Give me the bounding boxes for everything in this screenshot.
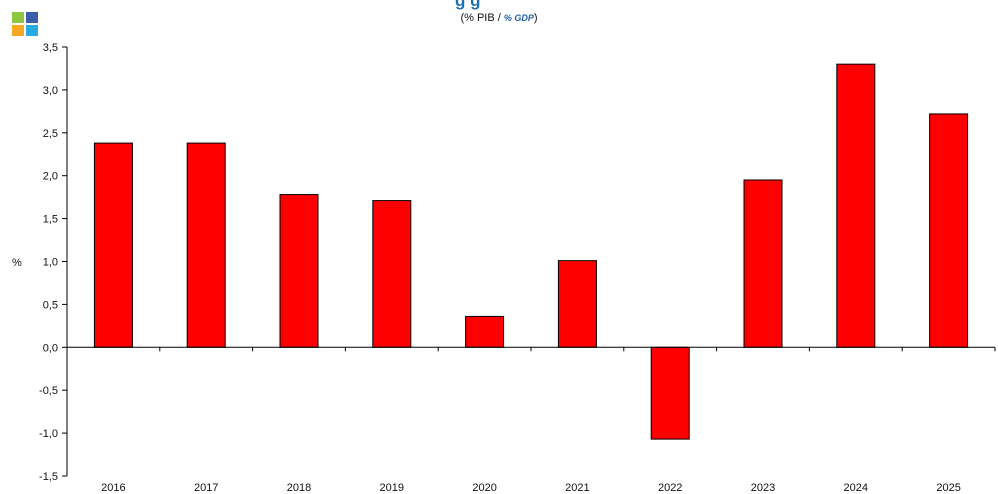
x-tick-label-2016: 2016 bbox=[101, 482, 125, 494]
bar-2022 bbox=[650, 346, 690, 440]
x-tick-label-2025: 2025 bbox=[936, 482, 960, 494]
x-tick-label-2020: 2020 bbox=[472, 482, 496, 494]
y-axis-label: % bbox=[12, 257, 22, 269]
x-tick-label-2019: 2019 bbox=[380, 482, 404, 494]
y-tick-label: 1,5 bbox=[43, 214, 58, 226]
bar-2019 bbox=[372, 200, 412, 348]
y-tick-label: 1,0 bbox=[43, 257, 58, 269]
y-tick-label: 2,5 bbox=[43, 128, 58, 140]
logo-square bbox=[12, 12, 24, 23]
logo-square bbox=[12, 25, 24, 36]
y-tick-label: 0,5 bbox=[43, 299, 58, 311]
x-tick-label-2017: 2017 bbox=[194, 482, 218, 494]
chart-subtitle: (% PIB / % GDP) bbox=[0, 12, 998, 24]
axes-group bbox=[62, 46, 996, 477]
bar-2023 bbox=[743, 179, 783, 348]
y-tick-label: 0,0 bbox=[43, 342, 58, 354]
bar-2021 bbox=[557, 260, 597, 348]
x-tick-label-2023: 2023 bbox=[751, 482, 775, 494]
y-tick-label: -1,5 bbox=[39, 471, 58, 483]
bars-group bbox=[93, 63, 969, 440]
bar-2025 bbox=[929, 113, 969, 348]
bar-2017 bbox=[186, 142, 226, 348]
subtitle-gdp: % GDP bbox=[503, 13, 534, 23]
logo-square bbox=[26, 12, 38, 23]
subtitle-suffix: ) bbox=[533, 12, 538, 24]
chart-title-fragment: g g bbox=[455, 0, 481, 10]
bar-2024 bbox=[836, 63, 876, 348]
bar-2018 bbox=[279, 194, 319, 348]
subtitle-prefix: (% PIB / bbox=[460, 12, 504, 24]
bar-2016 bbox=[93, 142, 133, 348]
y-tick-label: 3,0 bbox=[43, 85, 58, 97]
x-tick-label-2018: 2018 bbox=[287, 482, 311, 494]
y-tick-label: -1,0 bbox=[39, 428, 58, 440]
x-tick-label-2021: 2021 bbox=[565, 482, 589, 494]
logo-square bbox=[26, 25, 38, 36]
y-tick-labels: -1,5 -1,0 -0,5 0,0 0,5 1,0 1,5 2,0 2,5 3,0 3,5 bbox=[39, 42, 58, 483]
y-tick-label: 3,5 bbox=[43, 42, 58, 54]
bar-2020 bbox=[465, 315, 505, 348]
logo-icon bbox=[12, 12, 38, 36]
y-tick-label: 2,0 bbox=[43, 171, 58, 183]
y-tick-label: -0,5 bbox=[39, 385, 58, 397]
x-tick-label-2024: 2024 bbox=[844, 482, 868, 494]
x-tick-labels: 2016 2017 2018 2019 2020 2021 2022 2023 2024 2025 bbox=[101, 482, 961, 494]
x-tick-label-2022: 2022 bbox=[658, 482, 682, 494]
